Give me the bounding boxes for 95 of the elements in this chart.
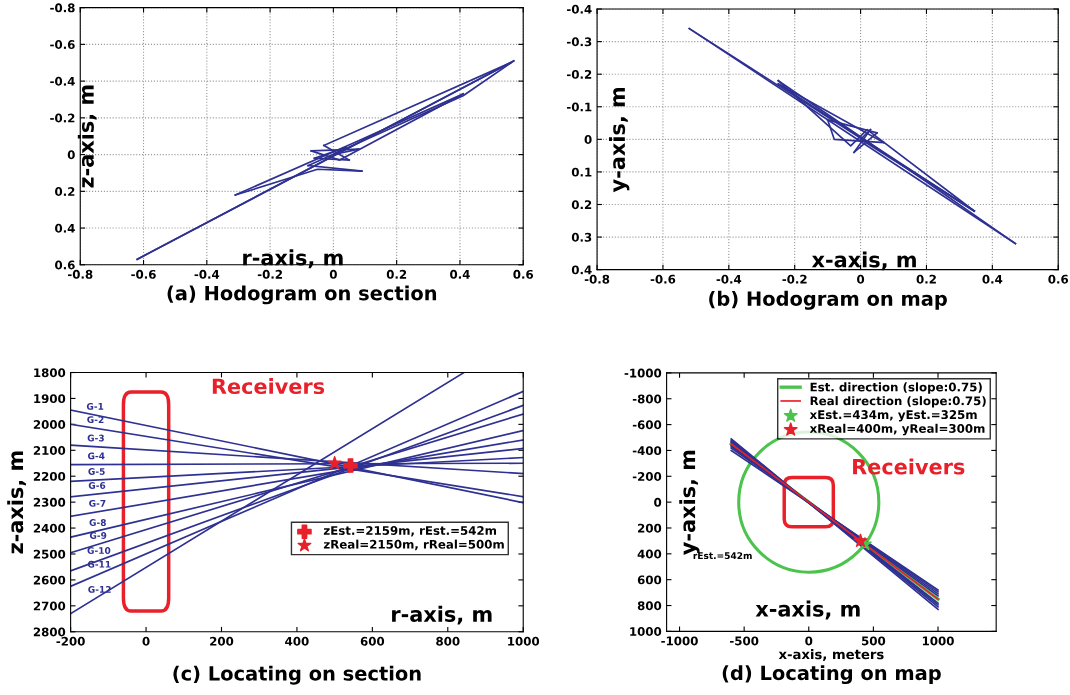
text: (d) Locating on map xyxy=(722,665,941,685)
x-tick-label: 0 xyxy=(805,636,813,646)
x-tick-label: 400 xyxy=(285,636,309,646)
x-axis-title: r-axis, m xyxy=(243,249,343,269)
y-tick-label: -0.4 xyxy=(50,76,75,86)
y-tick-label: -200 xyxy=(632,472,662,481)
annotation: G-6 xyxy=(88,482,106,489)
annotation: G-2 xyxy=(87,416,104,424)
text: (a) Hodogram on section xyxy=(167,285,437,305)
legend-label: Real direction (slope:0.75) xyxy=(810,396,986,408)
x-tick-label: 0.4 xyxy=(450,269,470,279)
legend-label: Est. direction (slope:0.75) xyxy=(810,382,982,394)
x-tick-label: 600 xyxy=(360,636,385,646)
y-tick-label: 1000 xyxy=(630,627,662,637)
annotation: G-11 xyxy=(87,560,111,568)
y-tick-label: 0.2 xyxy=(571,200,592,210)
legend-label: zEst.=2159m, rEst.=542m xyxy=(323,526,497,537)
y-tick-label: 0.6 xyxy=(55,260,75,270)
annotation: G-1 xyxy=(86,402,104,410)
y-tick-label: 0 xyxy=(67,150,75,160)
y-tick-label: -0.6 xyxy=(50,40,75,50)
y-tick-label: 400 xyxy=(637,549,662,559)
x-tick-label: 0.6 xyxy=(513,269,534,279)
y-tick-label: 2200 xyxy=(33,471,66,481)
annotation: G-9 xyxy=(89,532,107,539)
text: (b) Hodogram on map xyxy=(709,290,947,310)
x-tick-label: 0.2 xyxy=(916,274,936,284)
annotation: G-10 xyxy=(87,547,111,554)
y-axis-title: z-axis, m xyxy=(77,85,97,188)
y-tick-label: 2500 xyxy=(33,549,66,559)
y-tick-label: 0.1 xyxy=(571,167,592,177)
x-tick-label: 0 xyxy=(329,269,337,279)
x-tick-label: 1000 xyxy=(922,636,954,646)
y-axis-title: y-axis, m xyxy=(609,87,630,193)
annotation: x-axis, m xyxy=(755,600,860,620)
y-tick-label: 2000 xyxy=(33,420,66,430)
y-tick-label: 0 xyxy=(654,497,662,507)
y-tick-label: 2300 xyxy=(33,497,66,507)
legend-label: xReal=400m, yReal=300m xyxy=(809,423,985,436)
x-tick-label: 800 xyxy=(436,636,460,646)
y-tick-label: 800 xyxy=(637,601,662,611)
x-axis-title: r-axis, m xyxy=(392,605,492,625)
x-tick-label: -1000 xyxy=(661,636,698,646)
y-tick-label: 0 xyxy=(584,135,592,144)
x-tick-label: 0.6 xyxy=(1048,274,1069,284)
y-tick-label: -600 xyxy=(632,420,662,430)
y-tick-label: -0.1 xyxy=(567,102,592,112)
annotation: Receivers xyxy=(212,377,325,395)
y-tick-label: 2700 xyxy=(33,601,66,611)
x-tick-label: -500 xyxy=(730,636,759,646)
x-tick-label: 1000 xyxy=(508,636,540,646)
y-tick-label: 1900 xyxy=(34,394,66,404)
y-tick-label: 2100 xyxy=(33,446,66,455)
x-tick-label: -0.2 xyxy=(782,274,807,284)
x-tick-label: 0.2 xyxy=(386,269,407,279)
x-axis-title: x-axis, m xyxy=(811,251,916,271)
x-tick-label: 0.4 xyxy=(982,274,1003,284)
x-tick-label: -0.6 xyxy=(131,269,156,279)
y-tick-label: -800 xyxy=(632,394,662,404)
x-tick-label: -0.4 xyxy=(194,269,220,279)
x-tick-label: -0.6 xyxy=(650,274,676,284)
y-tick-label: -400 xyxy=(632,446,662,456)
annotation: G-8 xyxy=(89,519,106,526)
y-tick-label: 0.4 xyxy=(55,223,75,233)
annotation: G-5 xyxy=(88,468,105,475)
x-tick-label: -0.4 xyxy=(716,274,742,284)
y-axis-title: z-axis, m xyxy=(7,451,26,554)
y-tick-label: -0.2 xyxy=(50,113,75,123)
y-tick-label: -0.2 xyxy=(567,69,592,79)
y-tick-label: 200 xyxy=(638,523,662,533)
x-tick-label: -0.2 xyxy=(257,269,282,279)
annotation: G-3 xyxy=(87,434,104,442)
annotation: G-7 xyxy=(89,499,106,507)
y-tick-label: -0.4 xyxy=(567,4,592,14)
y-tick-label: 600 xyxy=(637,575,662,585)
y-tick-label: -0.8 xyxy=(50,3,75,13)
legend-label: zReal=2150m, rReal=500m xyxy=(323,539,504,551)
x-tick-label: 0 xyxy=(857,274,865,284)
x-tick-label: -0.8 xyxy=(584,274,610,284)
y-tick-label: 1800 xyxy=(34,368,66,378)
x-tick-label: 500 xyxy=(861,636,886,646)
x-tick-label: -0.8 xyxy=(67,269,93,279)
text: (c) Locating on section xyxy=(173,665,421,685)
y-tick-label: 2800 xyxy=(33,627,66,637)
y-tick-label: -0.3 xyxy=(567,37,592,47)
legend-label: xEst.=434m, yEst.=325m xyxy=(809,410,977,422)
y-tick-label: 0.2 xyxy=(55,187,75,196)
x-axis-title: x-axis, meters xyxy=(778,649,884,661)
y-tick-label: -1000 xyxy=(624,368,662,378)
y-tick-label: 0.3 xyxy=(571,232,592,242)
y-tick-label: 2400 xyxy=(33,523,66,533)
x-tick-label: 200 xyxy=(210,636,234,646)
annotation: G-4 xyxy=(88,452,105,460)
y-tick-label: 2600 xyxy=(33,575,66,585)
x-tick-label: 0 xyxy=(142,636,150,646)
